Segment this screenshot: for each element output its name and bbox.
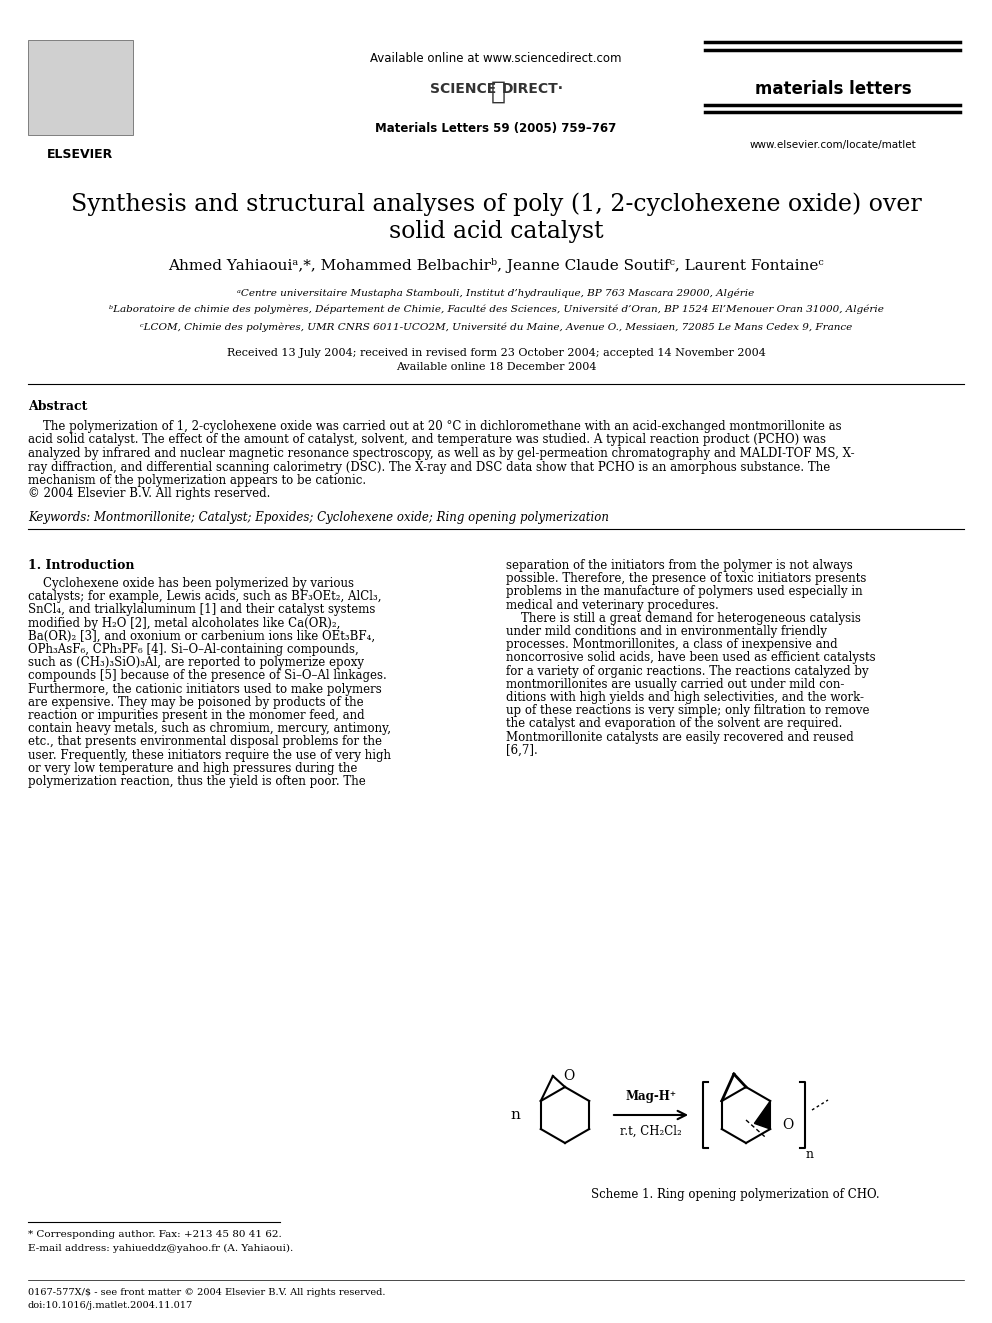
Text: under mild conditions and in environmentally friendly: under mild conditions and in environment… [506, 624, 827, 638]
Text: medical and veterinary procedures.: medical and veterinary procedures. [506, 598, 719, 611]
Text: solid acid catalyst: solid acid catalyst [389, 220, 603, 243]
Text: n: n [510, 1107, 520, 1122]
Text: catalysts; for example, Lewis acids, such as BF₃OEt₂, AlCl₃,: catalysts; for example, Lewis acids, suc… [28, 590, 382, 603]
Text: Furthermore, the cationic initiators used to make polymers: Furthermore, the cationic initiators use… [28, 683, 382, 696]
Text: Keywords: Montmorillonite; Catalyst; Epoxides; Cyclohexene oxide; Ring opening p: Keywords: Montmorillonite; Catalyst; Epo… [28, 511, 609, 524]
Text: Available online 18 December 2004: Available online 18 December 2004 [396, 363, 596, 372]
Text: for a variety of organic reactions. The reactions catalyzed by: for a variety of organic reactions. The … [506, 664, 869, 677]
Text: n: n [806, 1148, 814, 1162]
Text: O: O [562, 1069, 574, 1084]
Text: polymerization reaction, thus the yield is often poor. The: polymerization reaction, thus the yield … [28, 775, 366, 789]
Polygon shape [754, 1101, 770, 1129]
Text: Montmorillonite catalysts are easily recovered and reused: Montmorillonite catalysts are easily rec… [506, 730, 854, 744]
Text: reaction or impurities present in the monomer feed, and: reaction or impurities present in the mo… [28, 709, 365, 722]
Text: ditions with high yields and high selectivities, and the work-: ditions with high yields and high select… [506, 691, 864, 704]
Text: O: O [782, 1118, 794, 1132]
Text: up of these reactions is very simple; only filtration to remove: up of these reactions is very simple; on… [506, 704, 870, 717]
Text: problems in the manufacture of polymers used especially in: problems in the manufacture of polymers … [506, 585, 863, 598]
Text: ⓐ: ⓐ [490, 79, 506, 105]
Text: 1. Introduction: 1. Introduction [28, 560, 135, 572]
Text: doi:10.1016/j.matlet.2004.11.017: doi:10.1016/j.matlet.2004.11.017 [28, 1301, 193, 1310]
Text: r.t, CH₂Cl₂: r.t, CH₂Cl₂ [620, 1125, 682, 1138]
Text: noncorrosive solid acids, have been used as efficient catalysts: noncorrosive solid acids, have been used… [506, 651, 876, 664]
Text: ᶜLCOM, Chimie des polymères, UMR CNRS 6011-UCO2M, Université du Maine, Avenue O.: ᶜLCOM, Chimie des polymères, UMR CNRS 60… [140, 321, 852, 332]
Bar [28, 40, 133, 135]
Text: The polymerization of 1, 2-cyclohexene oxide was carried out at 20 °C in dichlor: The polymerization of 1, 2-cyclohexene o… [28, 419, 841, 433]
Text: Abstract: Abstract [28, 400, 87, 413]
Text: ᵇLaboratoire de chimie des polymères, Département de Chimie, Faculté des Science: ᵇLaboratoire de chimie des polymères, Dé… [108, 306, 884, 315]
Text: Materials Letters 59 (2005) 759–767: Materials Letters 59 (2005) 759–767 [375, 122, 617, 135]
Text: ray diffraction, and differential scanning calorimetry (DSC). The X-ray and DSC : ray diffraction, and differential scanni… [28, 460, 830, 474]
Text: www.elsevier.com/locate/matlet: www.elsevier.com/locate/matlet [750, 140, 917, 149]
Text: user. Frequently, these initiators require the use of very high: user. Frequently, these initiators requi… [28, 749, 391, 762]
Text: analyzed by infrared and nuclear magnetic resonance spectroscopy, as well as by : analyzed by infrared and nuclear magneti… [28, 447, 855, 460]
Text: possible. Therefore, the presence of toxic initiators presents: possible. Therefore, the presence of tox… [506, 573, 866, 585]
Text: mechanism of the polymerization appears to be cationic.: mechanism of the polymerization appears … [28, 474, 366, 487]
Text: Available online at www.sciencedirect.com: Available online at www.sciencedirect.co… [370, 52, 622, 65]
Text: There is still a great demand for heterogeneous catalysis: There is still a great demand for hetero… [506, 611, 861, 624]
Text: Cyclohexene oxide has been polymerized by various: Cyclohexene oxide has been polymerized b… [28, 577, 354, 590]
Text: processes. Montmorillonites, a class of inexpensive and: processes. Montmorillonites, a class of … [506, 638, 837, 651]
Text: DIRECT·: DIRECT· [502, 82, 564, 97]
Text: Ba(OR)₂ [3], and oxonium or carbenium ions like OEt₃BF₄,: Ba(OR)₂ [3], and oxonium or carbenium io… [28, 630, 375, 643]
Text: Received 13 July 2004; received in revised form 23 October 2004; accepted 14 Nov: Received 13 July 2004; received in revis… [226, 348, 766, 359]
Text: the catalyst and evaporation of the solvent are required.: the catalyst and evaporation of the solv… [506, 717, 842, 730]
Text: separation of the initiators from the polymer is not always: separation of the initiators from the po… [506, 560, 853, 572]
Text: Ahmed Yahiaouiᵃ,*, Mohammed Belbachirᵇ, Jeanne Claude Soutifᶜ, Laurent Fontaineᶜ: Ahmed Yahiaouiᵃ,*, Mohammed Belbachirᵇ, … [169, 258, 823, 273]
Text: contain heavy metals, such as chromium, mercury, antimony,: contain heavy metals, such as chromium, … [28, 722, 391, 736]
Text: ELSEVIER: ELSEVIER [47, 148, 113, 161]
Text: such as (CH₃)₃SiO)₃Al, are reported to polymerize epoxy: such as (CH₃)₃SiO)₃Al, are reported to p… [28, 656, 364, 669]
Text: 0167-577X/$ - see front matter © 2004 Elsevier B.V. All rights reserved.: 0167-577X/$ - see front matter © 2004 El… [28, 1289, 386, 1297]
Text: © 2004 Elsevier B.V. All rights reserved.: © 2004 Elsevier B.V. All rights reserved… [28, 487, 271, 500]
Text: E-mail address: yahiueddz@yahoo.fr (A. Yahiaoui).: E-mail address: yahiueddz@yahoo.fr (A. Y… [28, 1244, 294, 1253]
Text: * Corresponding author. Fax: +213 45 80 41 62.: * Corresponding author. Fax: +213 45 80 … [28, 1230, 282, 1240]
Text: acid solid catalyst. The effect of the amount of catalyst, solvent, and temperat: acid solid catalyst. The effect of the a… [28, 434, 826, 446]
Text: Scheme 1. Ring opening polymerization of CHO.: Scheme 1. Ring opening polymerization of… [590, 1188, 879, 1201]
Text: Mag-H⁺: Mag-H⁺ [626, 1090, 677, 1103]
Text: Synthesis and structural analyses of poly (1, 2-cyclohexene oxide) over: Synthesis and structural analyses of pol… [70, 192, 922, 216]
Text: SnCl₄, and trialkylaluminum [1] and their catalyst systems: SnCl₄, and trialkylaluminum [1] and thei… [28, 603, 375, 617]
Text: OPh₃AsF₆, CPh₃PF₆ [4]. Si–O–Al-containing compounds,: OPh₃AsF₆, CPh₃PF₆ [4]. Si–O–Al-containin… [28, 643, 359, 656]
Text: ᵃCentre universitaire Mustapha Stambouli, Institut d’hydraulique, BP 763 Mascara: ᵃCentre universitaire Mustapha Stambouli… [237, 288, 755, 298]
Text: etc., that presents environmental disposal problems for the: etc., that presents environmental dispos… [28, 736, 382, 749]
Text: montmorillonites are usually carried out under mild con-: montmorillonites are usually carried out… [506, 677, 844, 691]
Text: are expensive. They may be poisoned by products of the: are expensive. They may be poisoned by p… [28, 696, 364, 709]
Text: compounds [5] because of the presence of Si–O–Al linkages.: compounds [5] because of the presence of… [28, 669, 387, 683]
Text: or very low temperature and high pressures during the: or very low temperature and high pressur… [28, 762, 357, 775]
Text: materials letters: materials letters [755, 79, 912, 98]
Text: [6,7].: [6,7]. [506, 744, 538, 757]
Text: SCIENCE: SCIENCE [430, 82, 496, 97]
Text: modified by H₂O [2], metal alcoholates like Ca(OR)₂,: modified by H₂O [2], metal alcoholates l… [28, 617, 340, 630]
